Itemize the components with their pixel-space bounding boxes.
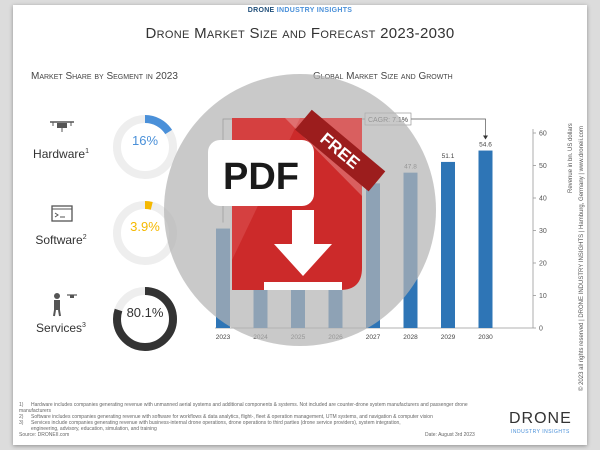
segment-label-software-sup: 2 [82, 234, 87, 241]
donut-value-services: 80.1% [126, 305, 164, 320]
footnote-1: 1) Hardware includes companies generating… [19, 402, 499, 414]
donut-arc-hardware [113, 115, 177, 179]
segment-donuts [113, 115, 177, 351]
segment-label-hardware: Hardware1 [16, 147, 106, 161]
y-tick-label: 60 [539, 131, 547, 138]
y-tick-label: 0 [539, 326, 543, 333]
download-arrow-head [274, 244, 332, 276]
data-label: 54.6 [479, 142, 492, 149]
y-tick-label: 40 [539, 196, 547, 203]
segment-label-software-text: Software [35, 233, 83, 247]
footnote-2-text: Software includes companies generating r… [31, 414, 433, 420]
brand-header-insights: INDUSTRY INSIGHTS [276, 7, 353, 14]
y-tick-label: 30 [539, 228, 547, 235]
segment-label-services: Services3 [16, 321, 106, 335]
page-title: Drone Market Size and Forecast 2023-2030 [145, 25, 455, 42]
pdf-label-box [208, 140, 314, 206]
segment-label-services-sup: 3 [82, 322, 86, 329]
chart-title: Global Market Size and Growth [313, 71, 453, 82]
date-note: Date: August 3rd 2023 [425, 432, 475, 438]
segment-section-title: Market Share by Segment in 2023 [31, 71, 178, 82]
cagr-arrowhead [483, 135, 488, 140]
operator-icon [53, 293, 77, 317]
source-note: Source: DRONEII.com [19, 432, 70, 438]
x-tick-label: 2023 [216, 334, 231, 341]
donut-arc-software [113, 201, 177, 265]
data-label: 51.1 [442, 153, 455, 160]
bar-2029 [441, 161, 455, 328]
donut-value-hardware: 16% [131, 133, 159, 148]
drone-icon [50, 121, 74, 132]
download-arrow-base [264, 282, 342, 290]
pdf-label: PDF [223, 156, 299, 198]
footnote-2: 2) Software includes companies generating… [19, 414, 499, 420]
x-tick-label: 2027 [366, 334, 381, 341]
download-arrow-shaft [292, 210, 314, 246]
segment-label-services-text: Services [36, 321, 83, 335]
footnote-1-text: Hardware includes companies generating r… [19, 402, 468, 414]
footnote-3-num: 3) [19, 420, 24, 426]
footnote-3-text: Services include companies generating re… [31, 420, 401, 426]
brand-header-drone: DRONE [247, 7, 275, 14]
x-tick-label: 2030 [478, 334, 493, 341]
footnotes: 1) Hardware includes companies generating… [19, 402, 499, 432]
terminal-icon [51, 205, 73, 222]
segment-label-hardware-text: Hardware [33, 147, 86, 161]
y-tick-label: 50 [539, 163, 547, 170]
y-tick-label: 10 [539, 293, 547, 300]
donut-arc-services [113, 287, 177, 351]
footnote-3-cont: engineering, advisory, education, simula… [19, 426, 499, 432]
logo-drone: DRONE [509, 410, 572, 427]
y-tick-label: 20 [539, 261, 547, 268]
segment-label-software: Software2 [16, 233, 106, 247]
footnote-2-num: 2) [19, 414, 24, 420]
footnote-3-cont-text: engineering, advisory, education, simula… [31, 426, 157, 432]
footnote-3: 3) Services include companies generating … [19, 420, 499, 426]
donut-value-software: 3.9% [130, 219, 160, 234]
free-ribbon-band [295, 109, 386, 192]
x-tick-label: 2029 [441, 334, 456, 341]
x-tick-label: 2028 [403, 334, 418, 341]
footnote-1-num: 1) [19, 402, 24, 408]
logo-insights: INDUSTRY INSIGHTS [511, 429, 570, 435]
segment-label-hardware-sup: 1 [85, 148, 89, 155]
bar-2030 [478, 150, 493, 328]
brand-header: DRONE INDUSTRY INSIGHTS [13, 7, 587, 14]
download-arrow-icon [264, 210, 342, 290]
